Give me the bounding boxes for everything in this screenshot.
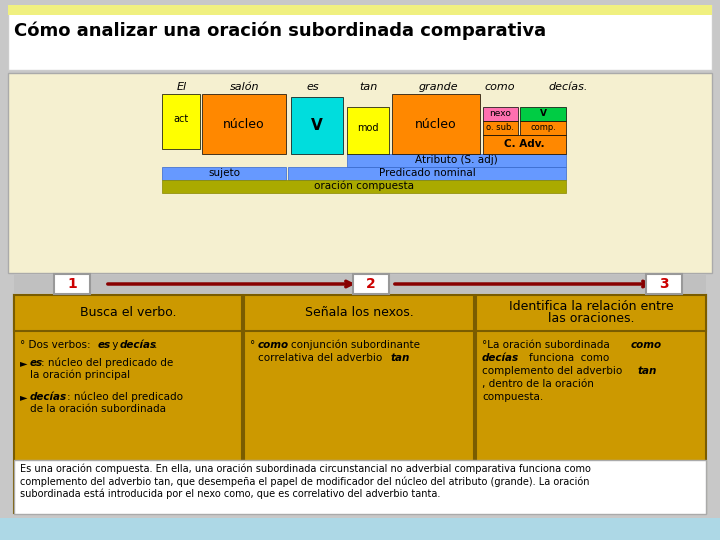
Bar: [8, 73, 712, 273]
Text: 2: 2: [366, 277, 376, 291]
Bar: [8, 5, 712, 70]
Text: nexo: nexo: [489, 110, 511, 118]
Text: o. sub.: o. sub.: [486, 124, 514, 132]
Text: Atributo (S. adj): Atributo (S. adj): [415, 155, 498, 165]
Text: comp.: comp.: [530, 124, 556, 132]
Text: 1: 1: [67, 277, 77, 291]
Bar: [353, 274, 389, 294]
Bar: [347, 154, 566, 167]
Bar: [14, 460, 706, 514]
Text: ►: ►: [20, 358, 27, 368]
Bar: [54, 274, 90, 294]
Bar: [14, 295, 242, 513]
Text: es: es: [98, 340, 111, 350]
Bar: [483, 135, 566, 154]
Bar: [162, 167, 286, 180]
Text: Cómo analizar una oración subordinada comparativa: Cómo analizar una oración subordinada co…: [14, 22, 546, 40]
Bar: [392, 94, 480, 154]
Bar: [14, 275, 706, 293]
Text: complemento del adverbio: complemento del adverbio: [482, 366, 622, 376]
Text: : núcleo del predicado de: : núcleo del predicado de: [41, 358, 174, 368]
Text: tan: tan: [391, 353, 410, 363]
Text: como: como: [485, 82, 516, 92]
Text: Identifica la relación entre: Identifica la relación entre: [509, 300, 673, 314]
Text: decías: decías: [120, 340, 157, 350]
Text: como: como: [258, 340, 289, 350]
Text: 3: 3: [660, 277, 669, 291]
Text: decías.: decías.: [549, 82, 588, 92]
Bar: [291, 97, 343, 154]
Text: ►: ►: [20, 392, 27, 402]
Text: Señala los nexos.: Señala los nexos.: [305, 307, 413, 320]
Bar: [288, 167, 566, 180]
Bar: [0, 518, 720, 540]
Text: Es una oración compuesta. En ella, una oración subordinada circunstancial no adv: Es una oración compuesta. En ella, una o…: [20, 464, 591, 499]
Text: la oración principal: la oración principal: [30, 370, 130, 381]
Text: El: El: [177, 82, 187, 92]
Bar: [646, 274, 682, 294]
Text: núcleo: núcleo: [223, 118, 265, 131]
Text: °La oración subordinada: °La oración subordinada: [482, 340, 610, 350]
Bar: [347, 107, 389, 154]
Text: V: V: [311, 118, 323, 133]
Text: de la oración subordinada: de la oración subordinada: [30, 404, 166, 414]
Text: decías: decías: [482, 353, 519, 363]
Text: y: y: [109, 340, 122, 350]
Text: act: act: [174, 114, 189, 124]
Text: °: °: [250, 340, 256, 350]
Bar: [244, 295, 474, 331]
Text: grande: grande: [418, 82, 458, 92]
Text: .: .: [154, 340, 158, 350]
Bar: [520, 121, 566, 135]
Bar: [162, 94, 200, 149]
Text: salón: salón: [230, 82, 260, 92]
Bar: [476, 295, 706, 513]
Text: : núcleo del predicado: : núcleo del predicado: [67, 392, 183, 402]
Text: las oraciones.: las oraciones.: [548, 313, 634, 326]
Text: correlativa del adverbio: correlativa del adverbio: [258, 353, 382, 363]
Text: núcleo: núcleo: [415, 118, 456, 131]
Text: oración compuesta: oración compuesta: [314, 181, 414, 191]
Text: , dentro de la oración: , dentro de la oración: [482, 379, 594, 389]
Bar: [483, 121, 518, 135]
Text: C. Adv.: C. Adv.: [504, 139, 544, 149]
Text: es: es: [307, 82, 319, 92]
Text: tan: tan: [359, 82, 377, 92]
Bar: [14, 295, 242, 331]
Text: V: V: [539, 110, 546, 118]
Text: : conjunción subordinante: : conjunción subordinante: [284, 340, 420, 350]
Bar: [476, 295, 706, 331]
Text: Busca el verbo.: Busca el verbo.: [80, 307, 176, 320]
Text: decías: decías: [30, 392, 67, 402]
Text: mod: mod: [357, 123, 379, 133]
Bar: [520, 107, 566, 121]
Text: Predicado nominal: Predicado nominal: [379, 168, 475, 178]
Text: ° Dos verbos:: ° Dos verbos:: [20, 340, 94, 350]
Bar: [483, 107, 518, 121]
Text: sujeto: sujeto: [208, 168, 240, 178]
Bar: [202, 94, 286, 154]
Text: es: es: [30, 358, 43, 368]
Text: funciona  como: funciona como: [516, 353, 609, 363]
Text: compuesta.: compuesta.: [482, 392, 544, 402]
Bar: [8, 5, 712, 15]
Bar: [162, 180, 566, 193]
Text: como: como: [631, 340, 662, 350]
Bar: [244, 295, 474, 513]
Text: tan: tan: [638, 366, 657, 376]
